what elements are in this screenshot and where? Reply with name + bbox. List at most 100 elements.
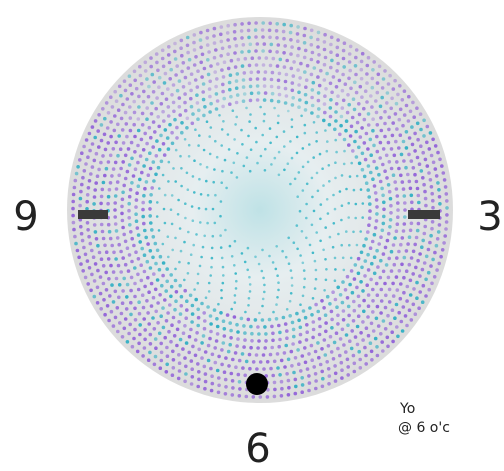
dot [233, 138, 236, 141]
dot [233, 239, 237, 243]
dot [444, 192, 449, 196]
dot [160, 283, 164, 288]
dot [381, 193, 385, 198]
dot [113, 215, 117, 219]
dot [242, 71, 247, 75]
dot [360, 126, 364, 130]
dot [373, 226, 378, 230]
dot [366, 252, 370, 257]
dot [247, 35, 251, 40]
dot [335, 305, 339, 310]
dot [212, 55, 217, 60]
dot [391, 87, 396, 91]
dot [375, 212, 379, 216]
dot [277, 173, 281, 177]
dot [111, 300, 116, 304]
dot [142, 346, 147, 350]
dot [154, 52, 159, 56]
dot [413, 149, 417, 153]
dot [101, 107, 105, 111]
dot [101, 180, 106, 185]
dot [215, 317, 219, 321]
dot [363, 259, 368, 263]
dot [256, 346, 260, 350]
dot [132, 99, 136, 104]
dot [431, 198, 435, 203]
dot [427, 147, 432, 151]
dot [257, 332, 261, 336]
dot [116, 122, 120, 127]
dot [406, 172, 410, 177]
dot [199, 193, 203, 196]
dot [398, 296, 403, 301]
dot [349, 346, 354, 351]
dot [137, 105, 141, 109]
dot [318, 152, 322, 156]
dot [412, 287, 416, 291]
dot [123, 110, 128, 115]
dot [189, 72, 194, 76]
dot [145, 117, 149, 121]
dot [155, 96, 159, 100]
dot [366, 315, 370, 319]
dot [418, 274, 422, 278]
dot [276, 78, 281, 83]
dot [185, 126, 189, 130]
dot [161, 261, 166, 265]
dot [361, 289, 365, 293]
dot [72, 185, 77, 190]
dot [203, 386, 207, 391]
dot [208, 110, 212, 114]
dot [202, 326, 207, 331]
dot [429, 185, 434, 189]
dot [375, 149, 380, 154]
dot [246, 317, 251, 322]
dot [232, 30, 237, 34]
dot [134, 219, 139, 223]
dot [298, 76, 302, 80]
dot [111, 167, 116, 171]
dot [367, 223, 371, 227]
dot [245, 106, 248, 110]
dot [316, 98, 321, 103]
dot [234, 123, 237, 126]
dot [258, 395, 263, 399]
dot [96, 129, 100, 133]
dot [116, 108, 121, 112]
dot [221, 265, 225, 269]
dot [150, 72, 155, 77]
dot [177, 96, 182, 100]
dot [268, 21, 273, 26]
tick-9 [78, 210, 108, 219]
dot [402, 290, 406, 295]
dot [126, 269, 131, 273]
dot [347, 52, 352, 56]
dot [395, 194, 400, 198]
dot [270, 324, 274, 329]
dot [254, 35, 258, 39]
dot [276, 274, 279, 278]
dot [301, 309, 306, 313]
dot [401, 187, 406, 191]
dot [121, 102, 125, 107]
dot [409, 159, 414, 163]
dot [364, 237, 368, 241]
dot [362, 141, 367, 145]
dot [399, 173, 403, 178]
dot [181, 61, 186, 65]
dot [415, 121, 420, 126]
dot [374, 219, 379, 223]
dot [200, 75, 204, 79]
dot [325, 360, 330, 364]
dot [372, 143, 376, 148]
hand-marker[interactable] [246, 373, 268, 395]
dot [181, 85, 186, 89]
dot [215, 77, 219, 81]
dot [383, 245, 388, 250]
dot [331, 290, 335, 295]
dot [323, 55, 328, 60]
dot [255, 42, 260, 46]
dot [274, 317, 279, 321]
dot [90, 125, 95, 129]
dot [373, 336, 378, 341]
